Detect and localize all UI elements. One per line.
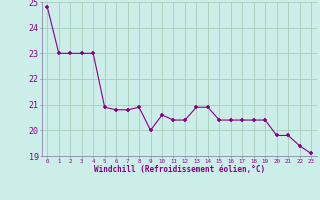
X-axis label: Windchill (Refroidissement éolien,°C): Windchill (Refroidissement éolien,°C): [94, 165, 265, 174]
